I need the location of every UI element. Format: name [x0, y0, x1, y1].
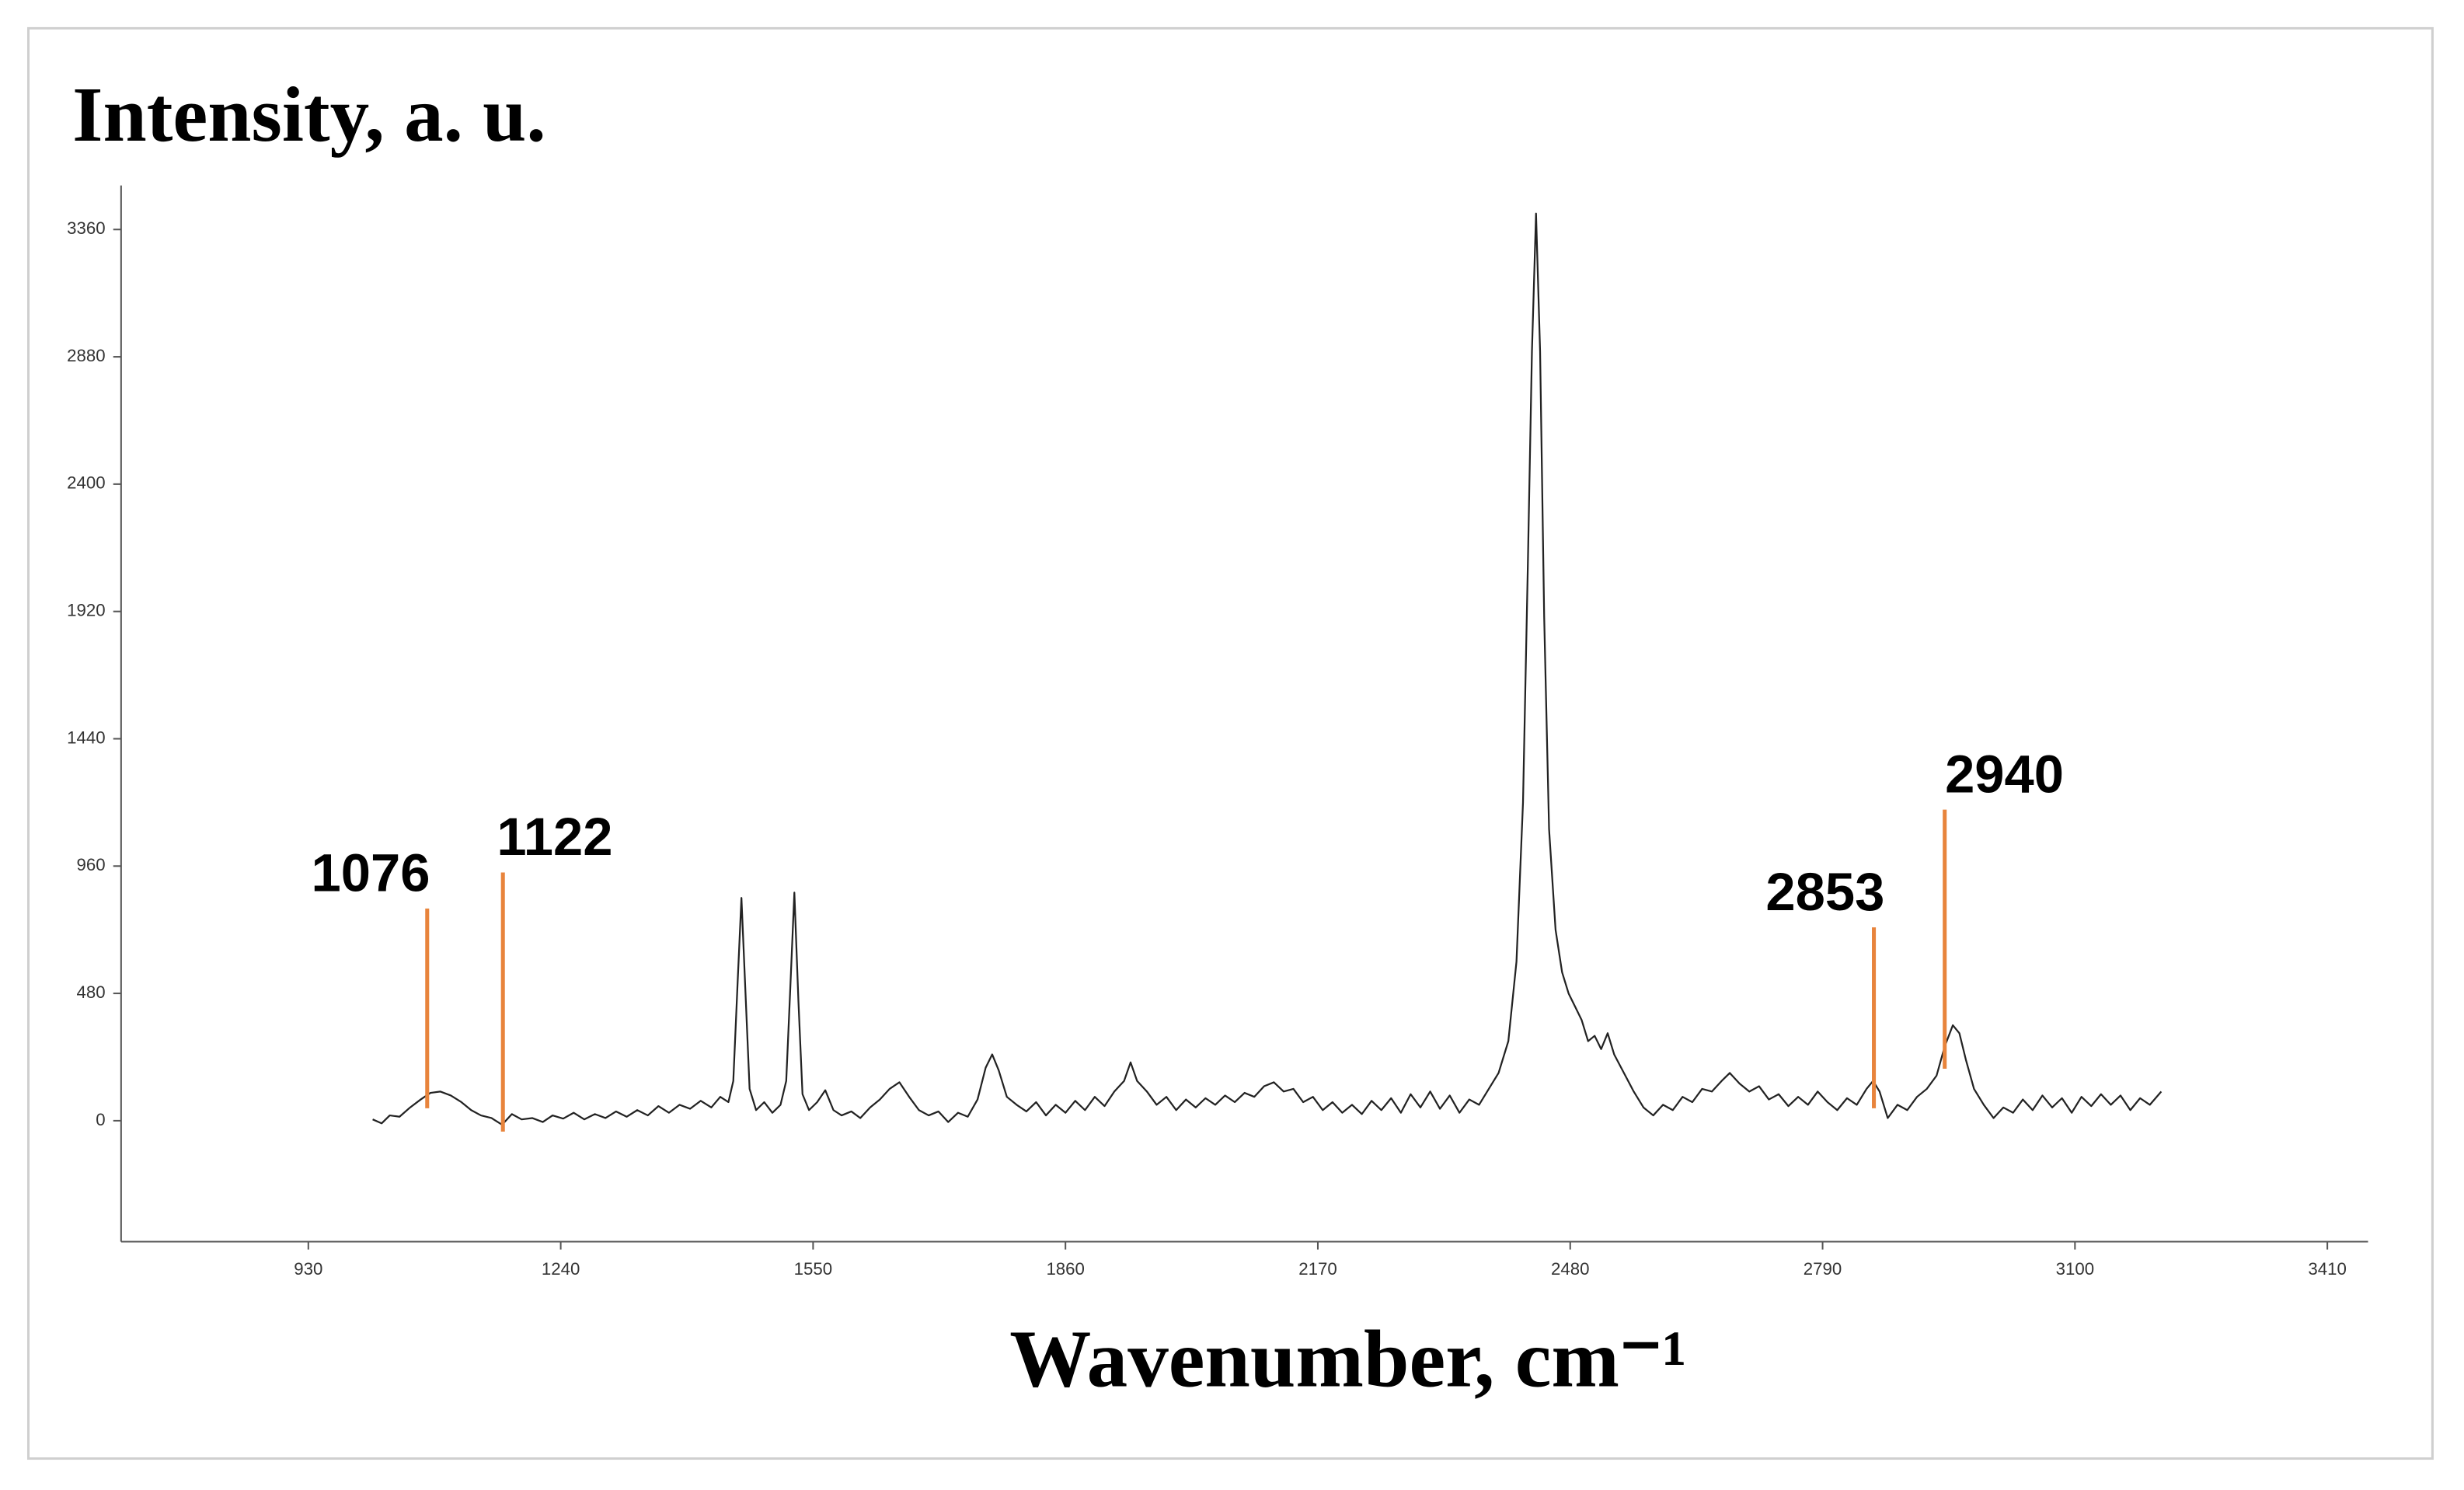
- y-tick-label: 960: [77, 855, 106, 874]
- x-axis-label: Wavenumber, cm⁻¹: [1009, 1313, 1687, 1404]
- x-tick-label: 2480: [1551, 1259, 1589, 1279]
- chart-title: Intensity, a. u.: [72, 71, 546, 158]
- x-tick-label: 1550: [794, 1259, 832, 1279]
- y-tick-label: 480: [77, 982, 106, 1002]
- y-tick-label: 3360: [67, 218, 105, 238]
- x-tick-label: 1860: [1046, 1259, 1084, 1279]
- x-tick-label: 1240: [542, 1259, 580, 1279]
- spectrum-line: [372, 212, 2163, 1126]
- y-tick-label: 1440: [67, 728, 105, 747]
- y-tick-label: 0: [96, 1110, 105, 1129]
- x-tick-label: 3410: [2308, 1259, 2346, 1279]
- annotation-label: 1076: [312, 843, 430, 903]
- annotation-label: 1122: [497, 807, 612, 867]
- y-tick-label: 2880: [67, 346, 105, 365]
- annotation-label: 2853: [1765, 862, 1884, 922]
- x-tick-label: 930: [294, 1259, 322, 1279]
- y-tick-label: 1920: [67, 601, 105, 620]
- y-tick-label: 2400: [67, 473, 105, 493]
- x-tick-label: 2170: [1298, 1259, 1337, 1279]
- frame: [27, 26, 2434, 1460]
- annotation-label: 2940: [1945, 744, 2064, 804]
- x-tick-label: 2790: [1804, 1259, 1842, 1279]
- x-tick-label: 3100: [2056, 1259, 2094, 1279]
